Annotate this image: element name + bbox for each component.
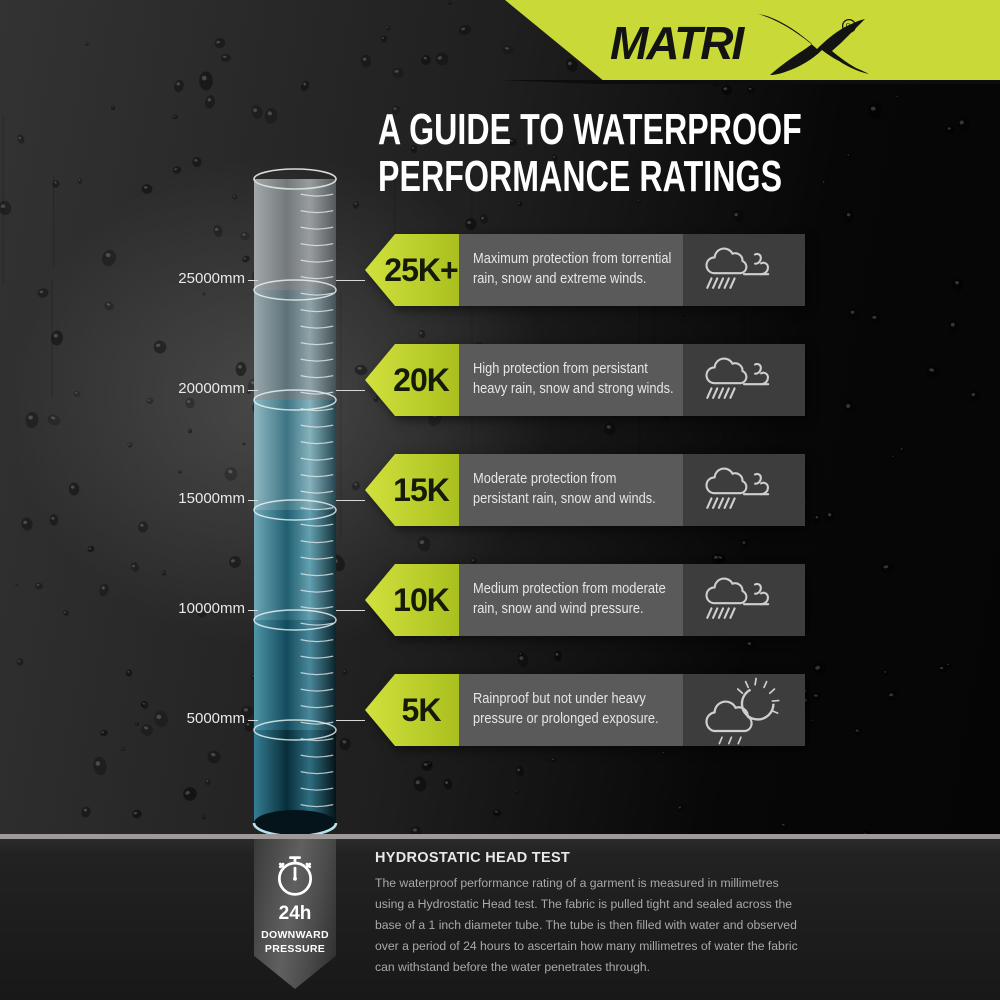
- svg-text:R: R: [846, 24, 851, 31]
- svg-text:MATRI: MATRI: [610, 17, 745, 69]
